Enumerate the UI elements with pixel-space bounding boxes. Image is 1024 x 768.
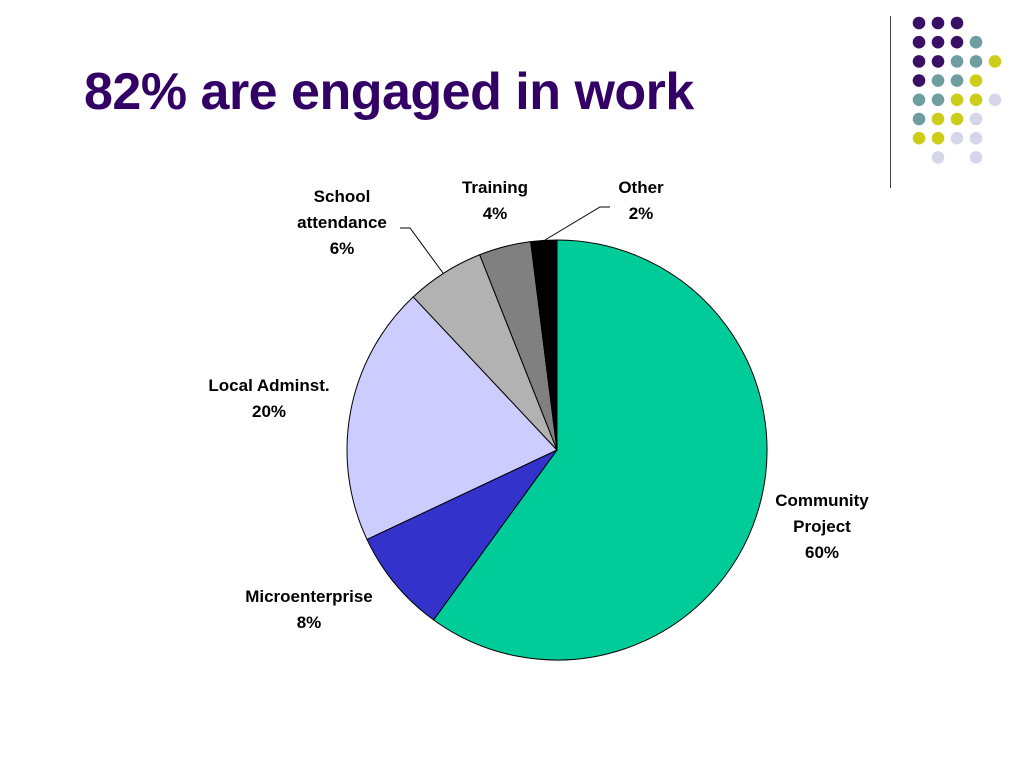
decorative-dot (912, 55, 926, 68)
slice-label-line: Microenterprise (245, 587, 373, 606)
slice-label: Local Adminst. 20% (208, 376, 329, 421)
decorative-dot-grid (912, 16, 1002, 164)
pie-slices (346, 239, 768, 661)
slice-label: Other 2% (618, 178, 664, 223)
slice-label: Community Project 60% (775, 491, 869, 562)
label-leader-lines (400, 206, 610, 274)
decorative-dot (969, 74, 983, 87)
decorative-dot (988, 93, 1002, 107)
decorative-dot (931, 112, 945, 126)
decorative-dot (912, 93, 926, 107)
slice-label-line: 20% (252, 402, 286, 421)
decorative-dot (931, 35, 945, 49)
decorative-dot (931, 151, 945, 164)
decorative-dot (912, 74, 926, 87)
decorative-dot (950, 74, 964, 87)
leader-line (400, 227, 444, 274)
slice-label-line: 4% (483, 204, 508, 223)
decorative-dot (950, 93, 964, 107)
decorative-dot (912, 112, 926, 126)
slice-label-line: 60% (805, 543, 839, 562)
decorative-dot (912, 16, 926, 30)
slice-label-line: Community (775, 491, 869, 510)
decorative-dot (969, 35, 983, 49)
decorative-dot (912, 131, 926, 145)
decorative-dot (950, 55, 964, 68)
decorative-dot (931, 93, 945, 107)
decorative-dot (969, 93, 983, 107)
leader-line (544, 206, 610, 241)
decorative-dot (950, 131, 964, 145)
slice-label-line: attendance (297, 213, 387, 232)
slice-label-line: 8% (297, 613, 322, 632)
decorative-dot (931, 131, 945, 145)
slide-title: 82% are engaged in work (84, 63, 694, 121)
slice-label: Training 4% (462, 178, 528, 223)
slice-label-line: Project (793, 517, 851, 536)
header-divider (890, 16, 891, 188)
slice-label-line: Local Adminst. (208, 376, 329, 395)
decorative-dot (912, 35, 926, 49)
pie-slice-other (530, 239, 558, 451)
decorative-dot (950, 16, 964, 30)
slice-label-line: 6% (330, 239, 355, 258)
slice-label-line: School (314, 187, 371, 206)
slice-labels: Community Project 60% Microenterprise 8% Loca… (208, 178, 869, 632)
decorative-dot (969, 131, 983, 145)
pie-slice-microenterprise (366, 449, 558, 621)
decorative-dot (950, 112, 964, 126)
decorative-dot (931, 55, 945, 68)
pie-slice-community-project (432, 239, 768, 661)
pie-slice-local-adminst (346, 296, 558, 541)
slice-label: Microenterprise 8% (245, 587, 373, 632)
slice-label-line: Other (618, 178, 664, 197)
decorative-dot (988, 55, 1002, 68)
slice-label: School attendance 6% (297, 187, 387, 258)
decorative-dot (969, 55, 983, 68)
decorative-dot (969, 151, 983, 164)
slice-label-line: Training (462, 178, 528, 197)
slice-label-line: 2% (629, 204, 654, 223)
decorative-dot (969, 112, 983, 126)
decorative-dot (931, 74, 945, 87)
decorative-dot (931, 16, 945, 30)
decorative-dot (950, 35, 964, 49)
